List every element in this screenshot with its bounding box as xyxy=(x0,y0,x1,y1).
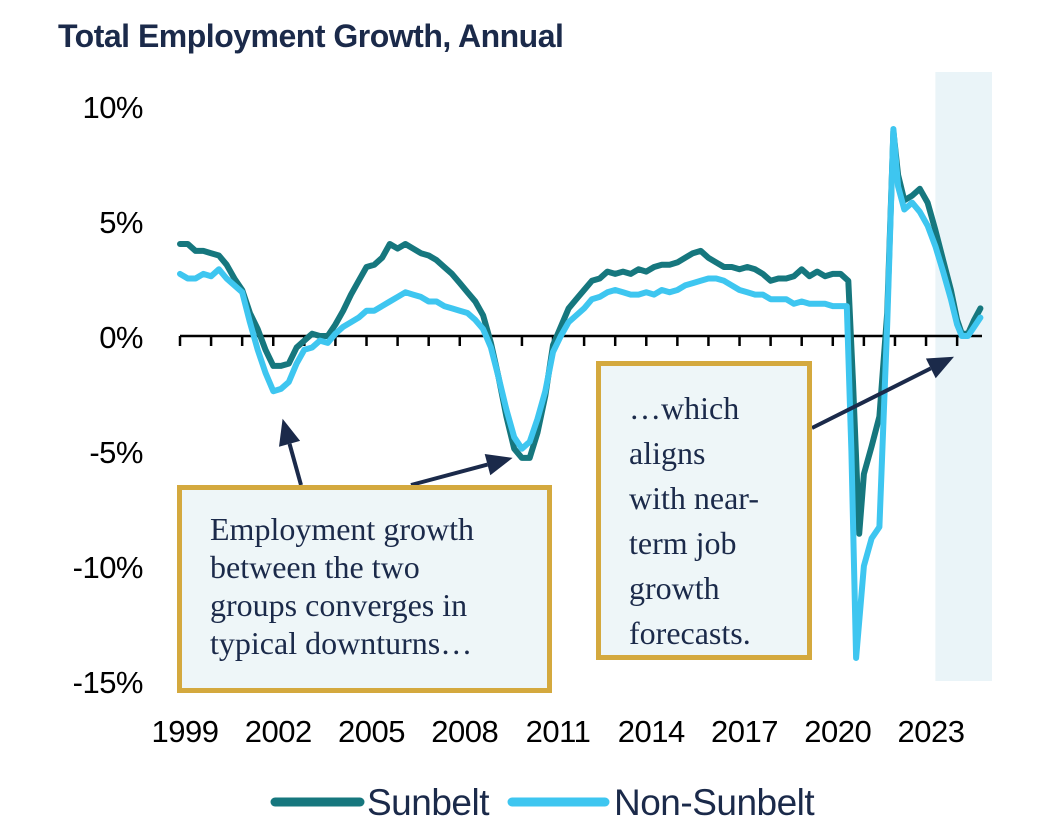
x-tick-label: 2002 xyxy=(245,714,312,749)
y-tick-label: 10% xyxy=(82,90,143,125)
annotation-forecasts-line: growth xyxy=(629,570,720,606)
annotation-arrow-shaft xyxy=(287,443,303,486)
chart-title: Total Employment Growth, Annual xyxy=(58,18,563,54)
annotation-downturns-line: typical downturns… xyxy=(210,625,473,661)
x-axis-labels: 1999 2002 2005 2008 2011 2014 2017 2020 2023 xyxy=(152,714,966,749)
annotation-arrow-head xyxy=(484,454,513,476)
annotation-arrow-head xyxy=(279,418,301,447)
annotation-downturns: Employment growth between the two groups… xyxy=(177,485,552,693)
series-line-non-sunbelt xyxy=(177,126,984,661)
y-tick-label: -15% xyxy=(73,665,143,700)
annotation-arrow-shaft xyxy=(811,366,932,430)
annotation-arrow-head xyxy=(925,356,954,379)
x-tick-label: 2011 xyxy=(526,714,591,749)
annotation-forecasts-line: …which xyxy=(629,390,740,426)
y-tick-label: 0% xyxy=(99,320,143,355)
x-tick-label: 1999 xyxy=(152,714,219,749)
forecast-shaded-region xyxy=(935,72,992,681)
annotation-forecasts-line: forecasts. xyxy=(629,615,751,651)
x-tick-label: 2005 xyxy=(338,714,405,749)
legend-label-non-sunbelt: Non-Sunbelt xyxy=(614,782,815,823)
legend: Sunbelt Non-Sunbelt xyxy=(270,782,816,823)
x-tick-label: 2020 xyxy=(804,714,871,749)
annotation-forecasts: …which aligns with near- term job growth… xyxy=(596,361,812,660)
annotation-forecasts-line: term job xyxy=(629,525,737,561)
y-tick-label: -5% xyxy=(89,435,143,470)
x-tick-label: 2014 xyxy=(618,714,685,749)
annotation-downturns-line: Employment growth xyxy=(210,511,474,547)
annotation-forecasts-line: with near- xyxy=(629,480,759,516)
x-tick-label: 2008 xyxy=(431,714,498,749)
annotation-arrows xyxy=(279,356,954,487)
legend-label-sunbelt: Sunbelt xyxy=(367,782,490,823)
annotation-downturns-line: between the two xyxy=(210,549,420,585)
annotation-forecasts-line: aligns xyxy=(629,435,706,471)
x-tick-label: 2023 xyxy=(898,714,965,749)
annotation-arrow-shaft xyxy=(410,462,489,487)
y-tick-label: 5% xyxy=(99,205,143,240)
series-line-sunbelt xyxy=(177,128,984,537)
y-axis-ticks: 10% 5% 0% -5% -10% -15% xyxy=(73,90,144,700)
series-lines xyxy=(177,126,984,661)
annotation-downturns-line: groups converges in xyxy=(210,587,468,623)
y-tick-label: -10% xyxy=(73,550,143,585)
x-tick-label: 2017 xyxy=(711,714,778,749)
